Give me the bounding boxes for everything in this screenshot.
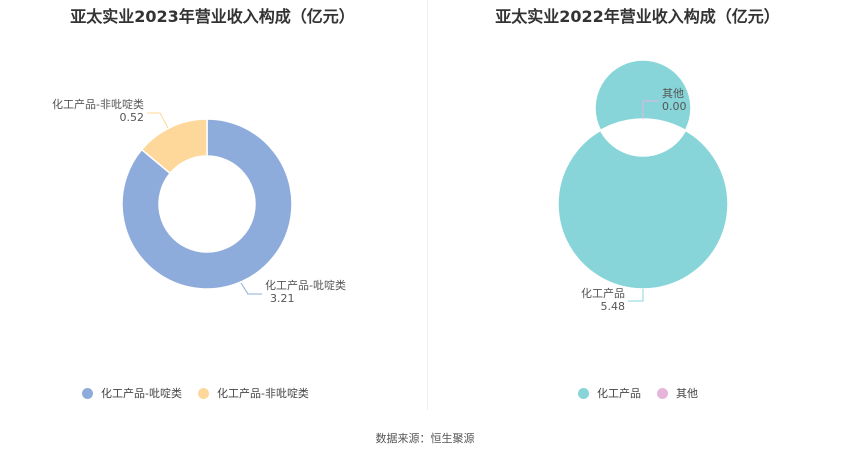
slice-value-label: 0.52 (120, 111, 145, 124)
slice-value-label: 5.48 (601, 300, 626, 313)
legend-marker (657, 387, 668, 399)
legend-label: 化工产品-非吡啶类 (216, 387, 309, 400)
data-source: 数据来源：恒生聚源 (375, 432, 475, 445)
legend-label: 化工产品 (597, 387, 641, 400)
donut-slice[interactable] (121, 118, 293, 290)
legend-marker (82, 387, 93, 399)
legend-item-pyridine[interactable]: 化工产品-吡啶类 (82, 385, 182, 401)
slice-label: 化工产品-非吡啶类 (52, 97, 144, 111)
slice-label: 化工产品 (581, 286, 625, 300)
legend-item-non-pyridine[interactable]: 化工产品-非吡啶类 (197, 385, 309, 401)
chart-divider (427, 0, 428, 410)
slice-value-label: 0.00 (662, 100, 687, 113)
legend-label: 其他 (676, 387, 698, 400)
legend-2022: 化工产品 其他 (578, 385, 698, 401)
slice-label: 其他 (662, 87, 684, 100)
label-leader-line (642, 100, 659, 119)
slice-value-label: 3.21 (270, 292, 295, 305)
legend-item-other[interactable]: 其他 (657, 385, 698, 401)
donut-slice[interactable] (140, 118, 208, 175)
label-leader-line (240, 282, 262, 295)
label-leader-line (147, 112, 169, 129)
legend-marker (578, 387, 589, 399)
slice-label: 化工产品-吡啶类 (265, 278, 346, 292)
legend-2023: 化工产品-吡啶类 化工产品-非吡啶类 (82, 385, 309, 401)
legend-item-chemical-products[interactable]: 化工产品 (578, 385, 641, 401)
chart-title-2023: 亚太实业2023年营业收入构成（亿元） (70, 7, 355, 26)
donut-slice[interactable] (557, 59, 729, 290)
chart-title-2022: 亚太实业2022年营业收入构成（亿元） (495, 7, 780, 26)
legend-label: 化工产品-吡啶类 (101, 387, 182, 400)
legend-marker (197, 387, 209, 399)
label-leader-line (628, 289, 644, 302)
